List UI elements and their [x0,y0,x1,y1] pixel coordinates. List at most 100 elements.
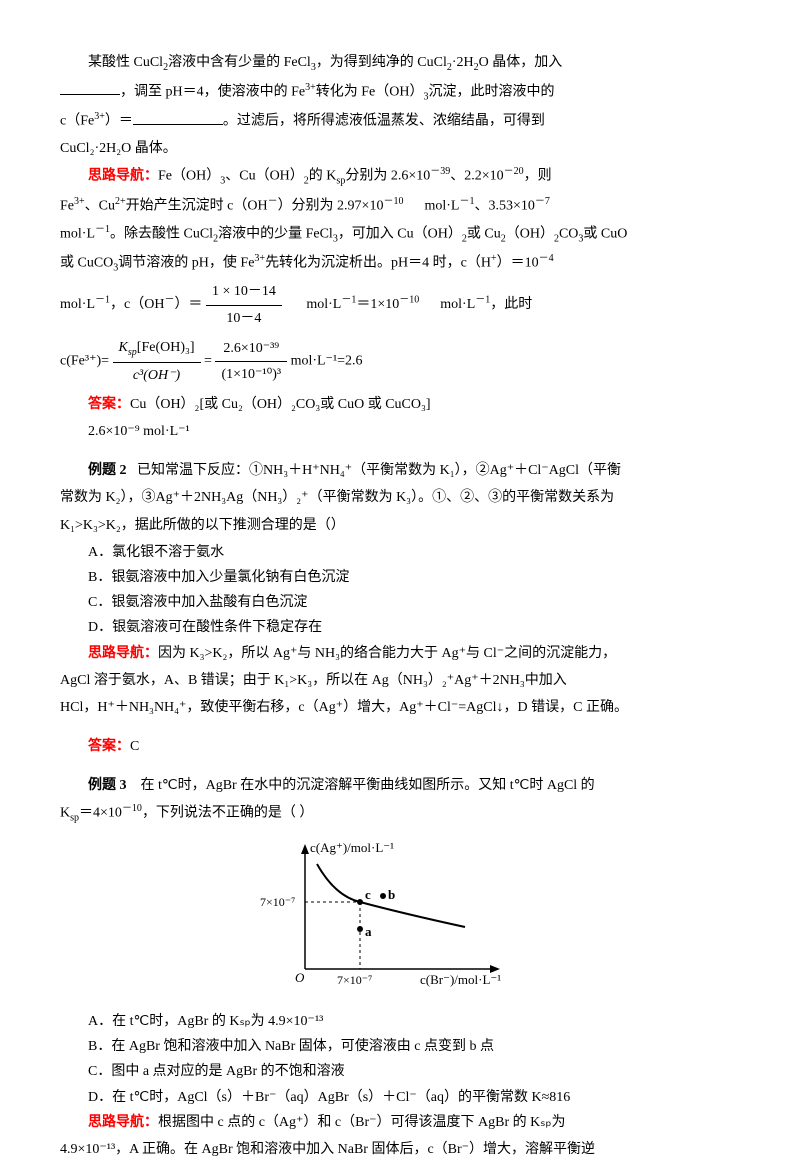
frac2-den: c³(OH⁻) [113,363,201,388]
ex3-optC: C．图中 a 点对应的是 AgBr 的不饱和溶液 [88,1059,740,1084]
t: ）＝10 [497,256,539,271]
answer2: 答案：C [60,734,740,759]
point-b [380,893,386,899]
ex2-p1c: K₁>K₃>K₂，据此所做的以下推测合理的是（） [60,513,740,538]
t: c（Fe [60,114,94,129]
t: ，下列说法不正确的是（ ） [142,806,314,821]
ex3-optD: D．在 t℃时，AgCl（s）＋Br⁻（aq）AgBr（s）＋Cl⁻（aq）的平… [88,1085,740,1110]
xlabel: c(Br⁻)/mol·L⁻¹ [420,972,501,987]
t: 沉淀，此时溶液中的 [429,84,555,99]
ylabel: c(Ag⁺)/mol·L⁻¹ [310,840,394,855]
ex2-optD: D．银氨溶液可在酸性条件下稳定存在 [88,615,740,640]
t: 调节溶液的 pH，使 Fe [118,256,254,271]
t: Fe [60,198,74,213]
point-a [357,926,363,932]
ex2-p1b: 常数为 K₂），③Ag⁺＋2NH₃Ag（NH₃）₂⁺（平衡常数为 K₃）。①、②… [60,485,740,510]
t: ）＝ [105,114,133,129]
f-lhs: c(Fe³⁺)= [60,354,109,369]
t: 某酸性 CuCl [88,55,163,70]
ex2-p1a: 已知常温下反应：①NH₃＋H⁺NH₄⁺（平衡常数为 K₁），②Ag⁺＋Cl⁻Ag… [137,463,621,478]
t: mol·L [440,297,475,312]
guide2-p2: AgCl 溶于氨水，A、B 错误；由于 K₁>K₃，所以在 Ag（NH₃）₂⁺A… [60,668,740,693]
guide3-p1: 思路导航：根据图中 c 点的 c（Ag⁺）和 c（Br⁻）可得该温度下 AgBr… [60,1110,740,1135]
blank-1 [60,81,120,95]
frac-2: Ksp[Fe(OH)₃] c³(OH⁻) [113,335,201,388]
t: 、2.2×10 [450,169,503,184]
g3p1: 根据图中 c 点的 c（Ag⁺）和 c（Br⁻）可得该温度下 AgBr 的 Kₛ… [158,1115,565,1130]
t: 。除去酸性 CuCl [110,226,213,241]
ex3-title: 例题 3 [88,778,127,793]
ex3-p1b: Ksp＝4×10－10，下列说法不正确的是（ ） [60,800,740,827]
ex3-optA: A．在 t℃时，AgBr 的 Kₛₚ为 4.9×10⁻¹³ [88,1009,740,1034]
t: ＝4×10 [79,806,122,821]
t: ，调至 pH＝4，使溶液中的 Fe [120,84,305,99]
intro-p1: 某酸性 CuCl2溶液中含有少量的 FeCl3，为得到纯净的 CuCl2·2H2… [60,50,740,77]
origin: O [295,970,305,985]
t: 先转化为沉淀析出。pH＝4 时，c（H [265,256,491,271]
guide1-p4: 或 CuCO3调节溶液的 pH，使 Fe3+先转化为沉淀析出。pH＝4 时，c（… [60,250,740,277]
t: c³(OH⁻) [133,368,180,383]
ytick: 7×10⁻⁷ [260,895,295,909]
t: 转化为 Fe（OH） [316,84,424,99]
t: 开始产生沉淀时 c（OH [126,198,268,213]
ex3-optB: B．在 AgBr 饱和溶液中加入 NaBr 固体，可使溶液由 c 点变到 b 点 [88,1034,740,1059]
t: [Fe(OH)₃] [137,340,195,355]
answer1: 答案：Cu（OH）₂[或 Cu₂（OH）₂CO₃或 CuO 或 CuCO₃] [60,392,740,417]
t: ·2H [452,55,474,70]
t: ＝1×10 [356,297,399,312]
guide1-p1: 思路导航：Fe（OH）3、Cu（OH）2的 Ksp分别为 2.6×10－39、2… [60,163,740,190]
label-a: a [365,924,372,939]
answer2-title: 答案： [88,739,130,754]
t: ，则 [524,169,552,184]
t: mol·L [60,226,95,241]
guide2-title: 思路导航： [88,646,158,661]
answer1-p1: Cu（OH）₂[或 Cu₂（OH）₂CO₃或 CuO 或 CuCO₃] [130,397,431,412]
eq1: = [204,354,215,369]
answer2-text: C [130,739,139,754]
t: K [119,340,128,355]
t: ，为得到纯净的 CuCl [316,55,447,70]
t: O 晶体，加入 [479,55,563,70]
t: 或 Cu [467,226,501,241]
answer1-title: 答案： [88,397,130,412]
frac-3: 2.6×10⁻³⁹ (1×10⁻¹⁰)³ [215,336,287,387]
guide2-p3: HCl，H⁺＋NH₃NH₄⁺，致使平衡右移，c（Ag⁺）增大，Ag⁺＋Cl⁻=A… [60,695,740,720]
t: ）＝ [174,297,202,312]
chart-svg: c(Ag⁺)/mol·L⁻¹ c(Br⁻)/mol·L⁻¹ O 7×10⁻⁷ 7… [255,834,545,994]
ex2-optA: A．氯化银不溶于氨水 [88,540,740,565]
frac3-den: (1×10⁻¹⁰)³ [215,362,287,387]
t: ）分别为 2.97×10 [278,198,384,213]
frac1-den: 10－4 [206,306,282,331]
point-c [357,899,363,905]
frac1-num: 1 × 10－14 [206,279,282,305]
t: mol·L [306,297,341,312]
t: CO [559,226,578,241]
ex2-optC: C．银氨溶液中加入盐酸有白色沉淀 [88,590,740,615]
blank-2 [133,111,223,125]
formula-main: c(Fe³⁺)= Ksp[Fe(OH)₃] c³(OH⁻) = 2.6×10⁻³… [60,335,740,388]
chart: c(Ag⁺)/mol·L⁻¹ c(Br⁻)/mol·L⁻¹ O 7×10⁻⁷ 7… [60,834,740,1003]
ex2-head: 例题 2 已知常温下反应：①NH₃＋H⁺NH₄⁺（平衡常数为 K₁），②Ag⁺＋… [60,458,740,483]
t: Fe（OH） [158,169,220,184]
t: K [60,806,70,821]
frac2-num: Ksp[Fe(OH)₃] [113,335,201,363]
t: 溶液中的少量 FeCl [218,226,333,241]
t: 、Cu [85,198,115,213]
guide3-title: 思路导航： [88,1115,158,1130]
guide1-p3: mol·L－1。除去酸性 CuCl2溶液中的少量 FeCl3，可加入 Cu（OH… [60,221,740,248]
t: 分别为 2.6×10 [345,169,430,184]
label-c: c [365,887,371,902]
t: 或 CuCO [60,256,113,271]
guide1-title: 思路导航： [88,169,158,184]
t: ，c（OH [110,297,164,312]
ex3-head: 例题 3 在 t℃时，AgBr 在水中的沉淀溶解平衡曲线如图所示。又知 t℃时 … [60,773,740,798]
t: sp [128,347,137,358]
answer1-p2: 2.6×10⁻⁹ mol·L⁻¹ [60,419,740,444]
guide2-p1: 思路导航：因为 K₃>K₂，所以 Ag⁺与 NH₃的络合能力大于 Ag⁺与 Cl… [60,641,740,666]
ex3-p1a: 在 t℃时，AgBr 在水中的沉淀溶解平衡曲线如图所示。又知 t℃时 AgCl … [141,778,595,793]
t: 。过滤后，将所得滤液低温蒸发、浓缩结晶，可得到 [223,114,545,129]
t: 溶液中含有少量的 FeCl [168,55,311,70]
intro-p2: ，调至 pH＝4，使溶液中的 Fe3+转化为 Fe（OH）3沉淀，此时溶液中的 [60,79,740,106]
xtick: 7×10⁻⁷ [337,973,372,987]
t: 或 CuO [583,226,627,241]
